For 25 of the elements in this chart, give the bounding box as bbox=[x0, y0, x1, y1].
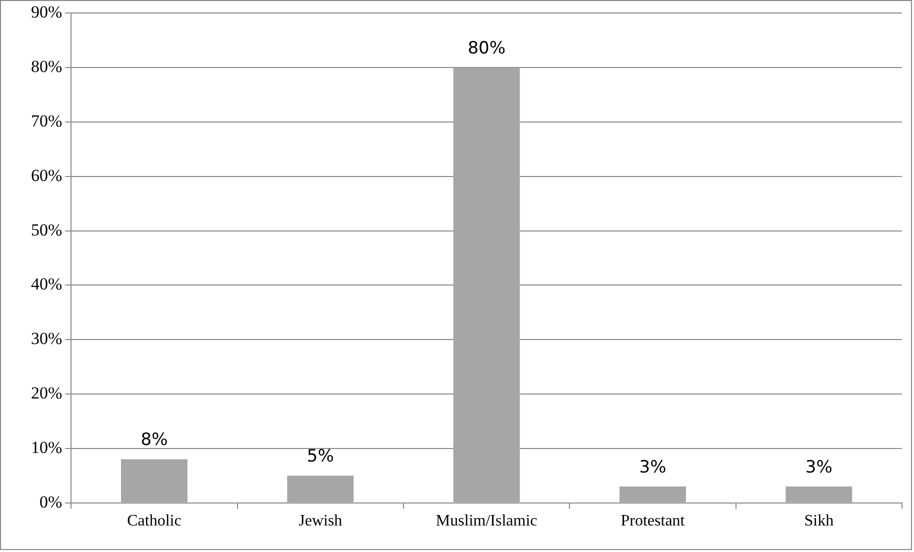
y-tick-label: 10% bbox=[30, 438, 62, 457]
bar bbox=[620, 486, 686, 502]
y-tick-label: 30% bbox=[30, 329, 62, 348]
data-label: 8% bbox=[140, 430, 168, 450]
x-tick-label: Sikh bbox=[804, 512, 834, 530]
data-label: 3% bbox=[639, 457, 666, 478]
x-tick-label: Protestant bbox=[620, 512, 686, 530]
y-tick-label: 20% bbox=[30, 383, 62, 402]
x-tick-label: Catholic bbox=[127, 512, 182, 530]
y-tick-label: 40% bbox=[30, 274, 62, 294]
bar bbox=[453, 68, 520, 502]
data-label: 3% bbox=[805, 457, 832, 478]
y-tick-label: 70% bbox=[30, 111, 62, 130]
bar bbox=[287, 476, 354, 502]
x-tick-label: Muslim/Islamic bbox=[436, 512, 538, 530]
y-tick-label: 0% bbox=[39, 492, 62, 512]
bar bbox=[786, 486, 852, 502]
data-label: 5% bbox=[306, 446, 334, 467]
y-tick-label: 60% bbox=[30, 166, 62, 185]
y-tick-label: 80% bbox=[30, 57, 62, 76]
y-tick-label: 50% bbox=[30, 220, 62, 240]
y-tick-label: 90% bbox=[30, 2, 62, 22]
data-label: 80% bbox=[468, 38, 506, 59]
x-tick-label: Jewish bbox=[298, 512, 342, 530]
bar bbox=[121, 459, 188, 502]
